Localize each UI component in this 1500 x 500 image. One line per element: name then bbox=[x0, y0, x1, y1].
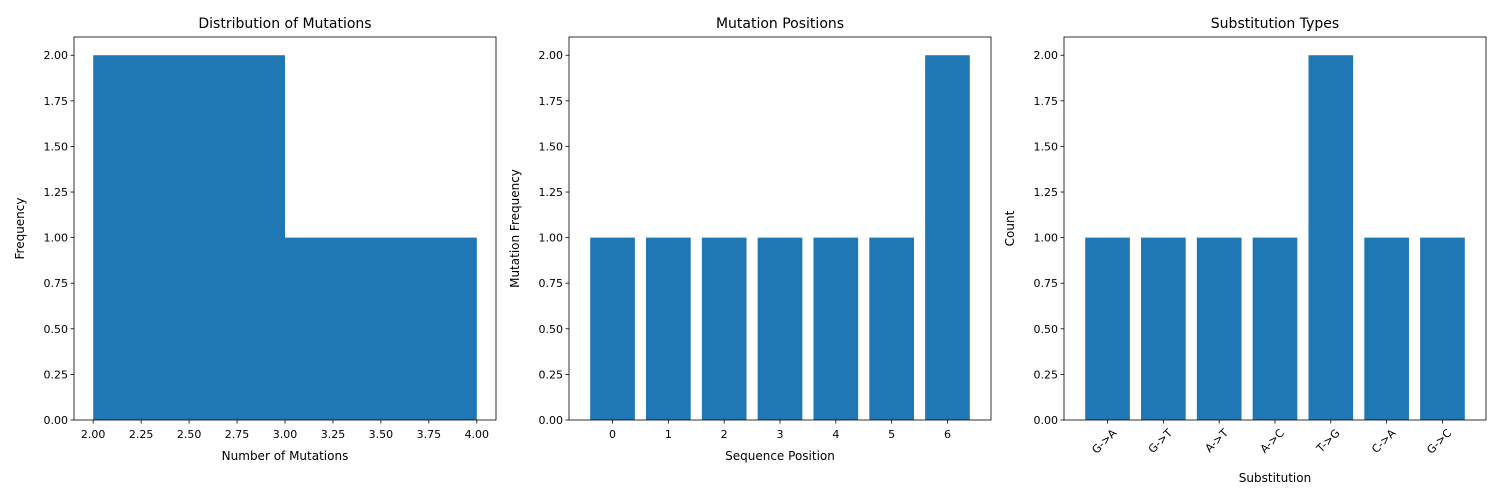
y-axis-label: Mutation Frequency bbox=[508, 169, 522, 288]
y-axis-label: Frequency bbox=[13, 198, 27, 260]
bar-2 bbox=[701, 237, 747, 420]
y-tick-label: 0.00 bbox=[539, 414, 564, 427]
bar-4 bbox=[813, 237, 859, 420]
y-tick-label: 1.75 bbox=[1034, 95, 1059, 108]
bar-bin-0 bbox=[93, 55, 285, 420]
bar-T->G bbox=[1308, 55, 1354, 420]
x-tick-label: T->G bbox=[1313, 427, 1342, 456]
x-axis-label: Sequence Position bbox=[725, 449, 835, 463]
chart-3: 0.00 0.25 0.50 0.75 1.00 1.25 1.50 1.75 2.00 G->A… bbox=[1003, 16, 1487, 485]
x-tick-label: 0 bbox=[609, 428, 616, 441]
y-tick-label: 1.00 bbox=[539, 232, 564, 245]
y-tick-label: 2.00 bbox=[1034, 49, 1059, 62]
x-tick-label: 3 bbox=[777, 428, 784, 441]
x-tick-label: 3.75 bbox=[417, 428, 442, 441]
y-tick-label: 0.75 bbox=[539, 277, 564, 290]
y-tick-label: 1.00 bbox=[1034, 232, 1059, 245]
y-tick-label: 0.50 bbox=[539, 323, 564, 336]
y-tick-label: 0.75 bbox=[1034, 277, 1059, 290]
bar-G->T bbox=[1141, 237, 1186, 420]
x-tick-label: 3.25 bbox=[321, 428, 346, 441]
y-tick-label: 1.00 bbox=[44, 232, 69, 245]
y-tick-label: 2.00 bbox=[539, 49, 564, 62]
x-tick-label: G->A bbox=[1089, 426, 1119, 456]
y-tick-label: 1.25 bbox=[539, 186, 564, 199]
chart-2: 0.00 0.25 0.50 0.75 1.00 1.25 1.50 1.75 2.00 0 1 2 3… bbox=[508, 16, 992, 463]
x-axis-label: Substitution bbox=[1239, 471, 1311, 485]
y-axis-label: Count bbox=[1003, 210, 1017, 246]
x-tick-label: A->T bbox=[1203, 426, 1232, 455]
bar-0 bbox=[590, 237, 635, 420]
chart-title: Substitution Types bbox=[1211, 16, 1339, 32]
x-tick-label: 3.00 bbox=[273, 428, 298, 441]
x-axis-label: Number of Mutations bbox=[222, 449, 349, 463]
y-tick-label: 0.25 bbox=[44, 368, 69, 381]
y-tick-label: 1.25 bbox=[44, 186, 69, 199]
bar-5 bbox=[869, 237, 914, 420]
x-tick-label: 2.25 bbox=[129, 428, 154, 441]
x-tick-label: 6 bbox=[944, 428, 951, 441]
bar-3 bbox=[757, 237, 803, 420]
y-tick-label: 0.25 bbox=[1034, 368, 1059, 381]
y-tick-label: 0.00 bbox=[44, 414, 69, 427]
y-tick-label: 1.50 bbox=[1034, 140, 1059, 153]
y-tick-label: 0.50 bbox=[1034, 323, 1059, 336]
bar-G->C bbox=[1420, 237, 1465, 420]
x-tick-label: 5 bbox=[888, 428, 895, 441]
x-tick-label: 2.00 bbox=[81, 428, 106, 441]
x-tick-label: 4 bbox=[832, 428, 839, 441]
x-tick-label: 4.00 bbox=[465, 428, 490, 441]
chart-title: Distribution of Mutations bbox=[198, 16, 371, 32]
y-tick-label: 0.00 bbox=[1034, 414, 1059, 427]
x-tick-label: C->A bbox=[1369, 426, 1399, 456]
bar-C->A bbox=[1364, 237, 1409, 420]
chart-title: Mutation Positions bbox=[716, 16, 844, 32]
y-tick-label: 1.25 bbox=[1034, 186, 1059, 199]
x-tick-label: G->C bbox=[1424, 426, 1454, 456]
x-tick-label: 3.50 bbox=[369, 428, 394, 441]
y-tick-label: 0.50 bbox=[44, 323, 69, 336]
y-tick-label: 0.25 bbox=[539, 368, 564, 381]
x-tick-label: G->T bbox=[1146, 426, 1175, 455]
bar-A->T bbox=[1196, 237, 1242, 420]
x-tick-label: 1 bbox=[665, 428, 672, 441]
bar-A->C bbox=[1252, 237, 1298, 420]
x-tick-label: 2 bbox=[721, 428, 728, 441]
y-tick-label: 1.50 bbox=[539, 140, 564, 153]
y-tick-label: 1.75 bbox=[539, 95, 564, 108]
y-tick-label: 1.50 bbox=[44, 140, 69, 153]
bar-1 bbox=[646, 237, 691, 420]
y-tick-label: 2.00 bbox=[44, 49, 69, 62]
bar-G->A bbox=[1085, 237, 1130, 420]
y-tick-label: 1.75 bbox=[44, 95, 69, 108]
bar-bin-1 bbox=[285, 237, 477, 420]
bar-6 bbox=[925, 55, 970, 420]
y-tick-label: 0.75 bbox=[44, 277, 69, 290]
x-tick-label: 2.50 bbox=[177, 428, 202, 441]
x-tick-label: 2.75 bbox=[225, 428, 250, 441]
x-tick-label: A->C bbox=[1258, 426, 1287, 455]
chart-1: 0.00 0.25 0.50 0.75 1.00 1.25 1.50 1.75 2.00 2.00… bbox=[13, 16, 497, 463]
